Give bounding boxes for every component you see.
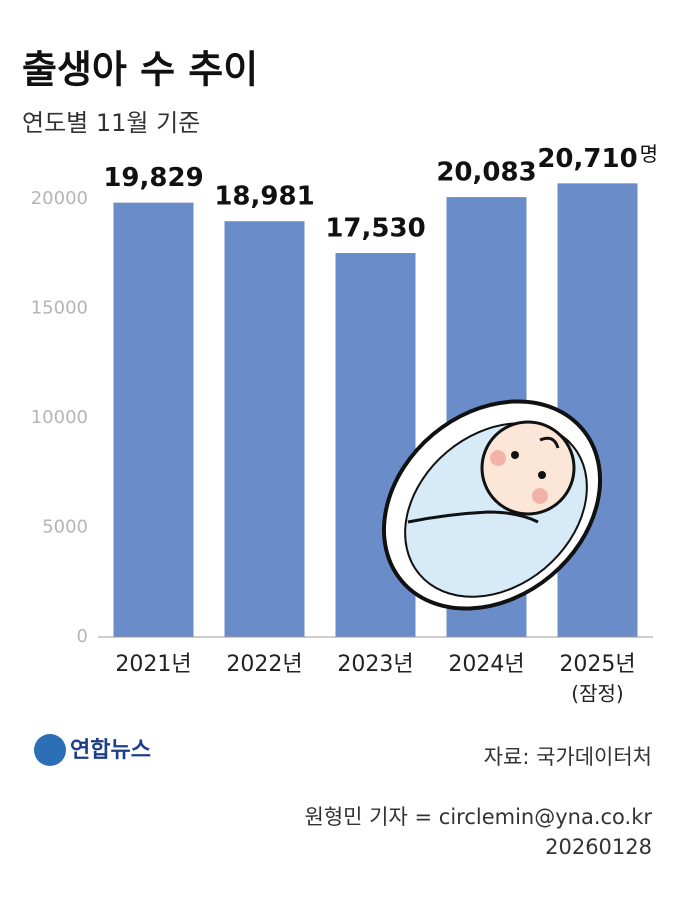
logo-text: 연합뉴스 bbox=[70, 737, 151, 763]
y-tick-label: 0 bbox=[77, 626, 88, 647]
byline: 원형민 기자 = circlemin@yna.co.kr bbox=[305, 805, 653, 829]
baby-eye bbox=[511, 451, 519, 459]
value-unit: 명 bbox=[640, 142, 658, 166]
y-tick-label: 10000 bbox=[31, 407, 88, 428]
baby-cheek bbox=[490, 450, 506, 466]
bar bbox=[113, 202, 194, 637]
x-tick-label: 2023년 bbox=[337, 652, 413, 677]
baby-hair bbox=[539, 436, 560, 449]
x-tick-label: 2022년 bbox=[226, 652, 302, 677]
category-note: (잠정) bbox=[571, 682, 623, 706]
value-label: 20,083 bbox=[436, 158, 536, 188]
x-tick-label: 2024년 bbox=[448, 652, 524, 677]
x-tick-label: 2025년 bbox=[559, 652, 635, 677]
y-tick-label: 5000 bbox=[42, 516, 88, 537]
value-label: 19,829 bbox=[103, 163, 203, 193]
source: 자료: 국가데이터처 bbox=[484, 745, 652, 769]
chart-title: 출생아 수 추이 bbox=[22, 48, 258, 92]
value-label: 20,710 bbox=[537, 144, 637, 174]
baby-face bbox=[480, 420, 576, 516]
x-tick-label: 2021년 bbox=[115, 652, 191, 677]
baby-illustration bbox=[381, 399, 603, 611]
date: 20260128 bbox=[545, 835, 652, 859]
bar bbox=[224, 221, 305, 637]
baby-eye bbox=[538, 471, 546, 479]
y-tick-label: 15000 bbox=[31, 297, 88, 318]
blanket-fold bbox=[407, 510, 539, 524]
baby-cheek bbox=[532, 488, 548, 504]
value-label: 17,530 bbox=[325, 214, 425, 244]
chart-subtitle: 연도별 11월 기준 bbox=[22, 109, 200, 137]
y-tick-label: 20000 bbox=[31, 188, 88, 209]
value-label: 18,981 bbox=[214, 182, 314, 212]
logo-mark bbox=[34, 734, 66, 766]
bar bbox=[557, 183, 638, 637]
